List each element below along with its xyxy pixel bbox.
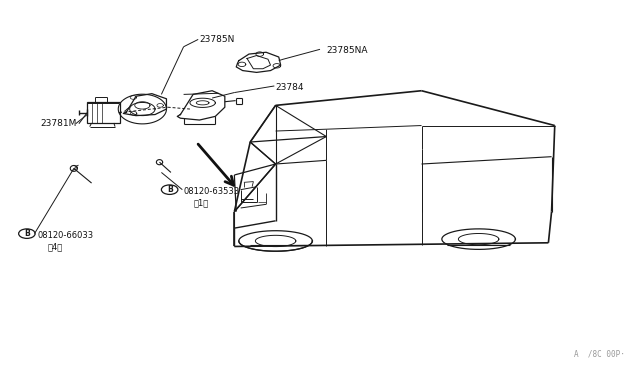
Text: 23785N: 23785N	[200, 35, 235, 44]
Text: B: B	[167, 185, 173, 194]
Text: 23784: 23784	[276, 83, 304, 92]
Text: 23785NA: 23785NA	[326, 46, 368, 55]
Text: A  /8C 00P·: A /8C 00P·	[573, 349, 625, 358]
Text: 08120-63533: 08120-63533	[184, 187, 240, 196]
Text: 〈4〉: 〈4〉	[47, 242, 63, 251]
Text: B: B	[24, 229, 30, 238]
Text: （1）: （1）	[193, 198, 209, 207]
Text: 08120-66033: 08120-66033	[38, 231, 94, 240]
Text: 23781M: 23781M	[41, 119, 77, 128]
